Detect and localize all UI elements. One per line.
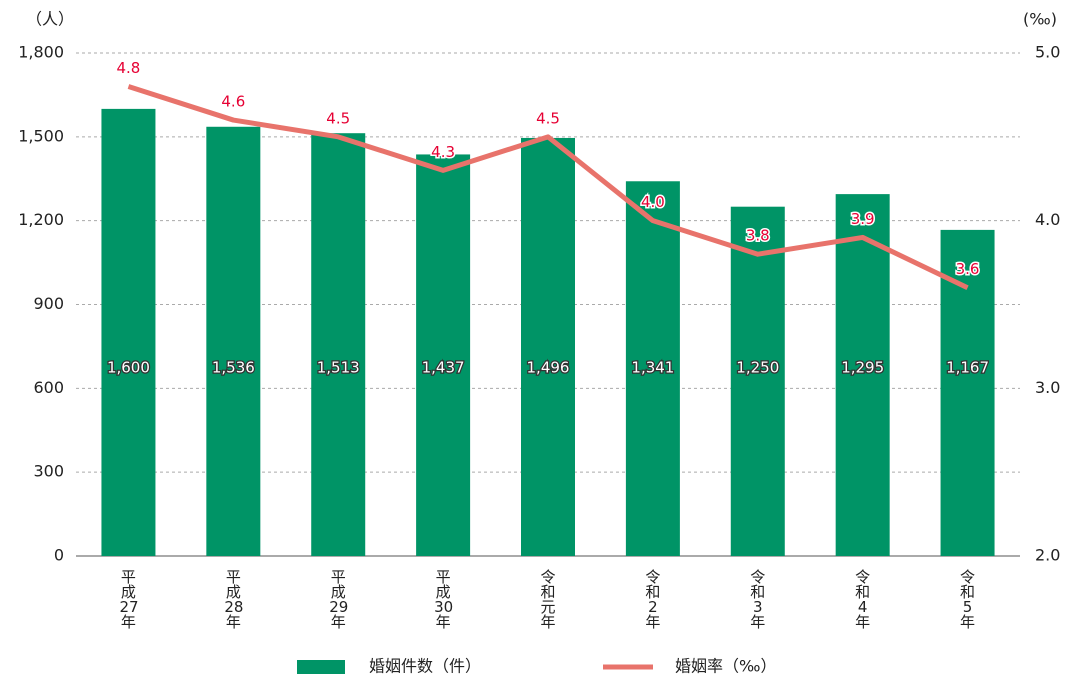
bar-value-label: 1,496	[527, 359, 570, 377]
x-tick-label: 令和3年	[750, 568, 766, 631]
y-tick-label: 0	[54, 546, 64, 565]
bar-value-label: 1,341	[631, 359, 674, 377]
line-value-label: 4.3	[431, 143, 455, 161]
rate-line	[127, 84, 969, 290]
bar	[730, 206, 785, 556]
bar	[311, 133, 366, 556]
bar-value-label: 1,513	[317, 359, 360, 377]
x-tick-label: 平成29年	[329, 568, 349, 631]
legend-label: 婚姻率（‰）	[675, 657, 776, 676]
line-value-label: 3.8	[746, 227, 770, 245]
x-tick-label: 令和元年	[540, 568, 556, 631]
y2-tick-label: 5.0	[1035, 43, 1060, 62]
bar	[625, 181, 680, 556]
x-tick-label: 令和5年	[960, 568, 976, 631]
x-tick-label: 平成30年	[434, 568, 454, 631]
legend-label: 婚姻件数（件）	[369, 657, 481, 676]
bar-value-label: 1,600	[107, 359, 150, 377]
y-tick-label: 1,800	[18, 43, 64, 62]
bar-value-label: 1,437	[422, 359, 465, 377]
y-unit: （人）	[26, 10, 74, 29]
bar-value-label: 1,295	[841, 359, 884, 377]
line-value-label: 4.0	[641, 193, 665, 211]
y-tick-label: 300	[33, 462, 64, 481]
y2-unit: (‰)	[1023, 10, 1057, 29]
bar	[206, 126, 261, 557]
y-tick-label: 600	[33, 378, 64, 397]
line-value-label: 3.9	[851, 210, 875, 228]
x-tick-label: 令和2年	[645, 568, 661, 631]
x-tick-label: 令和4年	[855, 568, 871, 631]
bar	[101, 108, 156, 556]
y-tick-label: 1,500	[18, 126, 64, 145]
y-tick-label: 1,200	[18, 210, 64, 229]
x-tick-label: 平成28年	[224, 568, 244, 631]
bar-value-label: 1,167	[946, 359, 989, 377]
bar	[940, 229, 995, 556]
x-tick-label: 平成27年	[119, 568, 139, 631]
bar-value-label: 1,250	[736, 359, 779, 377]
y2-tick-label: 4.0	[1035, 210, 1060, 229]
line-value-label: 4.8	[117, 59, 141, 77]
legend-swatch	[297, 660, 345, 674]
bar	[416, 154, 471, 556]
y-tick-label: 900	[33, 294, 64, 313]
y2-tick-label: 2.0	[1035, 546, 1060, 565]
bar	[521, 137, 575, 556]
line-value-label: 4.5	[536, 109, 560, 127]
y2-tick-label: 3.0	[1035, 378, 1060, 397]
line-value-label: 4.5	[326, 109, 350, 127]
line-value-label: 3.6	[956, 260, 980, 278]
line-value-label: 4.6	[221, 93, 245, 111]
bar	[835, 194, 890, 556]
bar-value-label: 1,536	[212, 359, 255, 377]
